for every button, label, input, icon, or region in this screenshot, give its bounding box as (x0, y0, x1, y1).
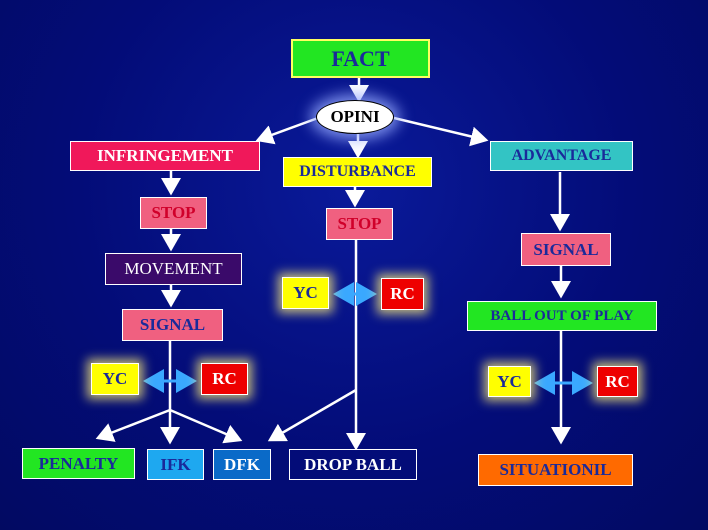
node-infringement-label: INFRINGEMENT (96, 146, 233, 165)
node-rc-right-label: RC (605, 371, 630, 391)
node-signal-right: SIGNAL (521, 233, 611, 266)
node-advantage: ADVANTAGE (490, 141, 633, 171)
node-stop-mid: STOP (326, 208, 393, 240)
node-stop-mid-label: STOP (337, 214, 382, 233)
node-disturbance: DISTURBANCE (283, 157, 432, 187)
node-opini-label: OPINI (330, 107, 380, 126)
node-drop-ball-label: DROP BALL (304, 454, 402, 474)
node-fact: FACT (291, 39, 430, 78)
node-fact-label: FACT (331, 45, 390, 71)
arrow-to-dfk (169, 408, 243, 444)
arrow-mid-to-dfk (267, 388, 357, 442)
node-dfk-label: DFK (224, 454, 260, 474)
node-penalty-label: PENALTY (38, 453, 119, 473)
node-yc-right: YC (488, 366, 531, 397)
node-penalty: PENALTY (22, 448, 135, 479)
node-rc-mid: RC (381, 278, 424, 310)
node-signal-left-label: SIGNAL (139, 315, 206, 334)
node-situationil: SITUATIONIL (478, 454, 633, 486)
node-yc-right-label: YC (497, 371, 522, 391)
arrow-to-penalty (95, 408, 171, 442)
node-ball-out-of-play: BALL OUT OF PLAY (467, 301, 657, 331)
node-signal-left: SIGNAL (122, 309, 223, 341)
arrow-opini-to-advantage (393, 116, 489, 147)
node-stop-left: STOP (140, 197, 207, 229)
node-ball-out-of-play-label: BALL OUT OF PLAY (490, 307, 634, 324)
arrow-opini-to-infringement (255, 116, 319, 145)
node-disturbance-label: DISTURBANCE (299, 163, 416, 180)
node-yc-left-label: YC (102, 369, 128, 388)
node-yc-mid: YC (282, 277, 329, 309)
node-rc-right: RC (597, 366, 638, 397)
node-rc-mid-label: RC (390, 284, 415, 303)
node-situationil-label: SITUATIONIL (499, 460, 612, 479)
node-rc-left-label: RC (212, 369, 237, 388)
node-dfk: DFK (213, 449, 271, 480)
node-movement-label: MOVEMENT (124, 259, 223, 278)
node-opini: OPINI (316, 100, 394, 134)
node-yc-mid-label: YC (293, 283, 318, 302)
node-signal-right-label: SIGNAL (533, 239, 599, 259)
node-advantage-label: ADVANTAGE (511, 147, 612, 164)
node-ifk-label: IFK (160, 454, 191, 474)
node-drop-ball: DROP BALL (289, 449, 417, 480)
node-stop-left-label: STOP (151, 203, 196, 222)
node-infringement: INFRINGEMENT (70, 141, 260, 171)
node-yc-left: YC (91, 363, 139, 395)
node-ifk: IFK (147, 449, 204, 480)
node-movement: MOVEMENT (105, 253, 242, 285)
node-rc-left: RC (201, 363, 248, 395)
